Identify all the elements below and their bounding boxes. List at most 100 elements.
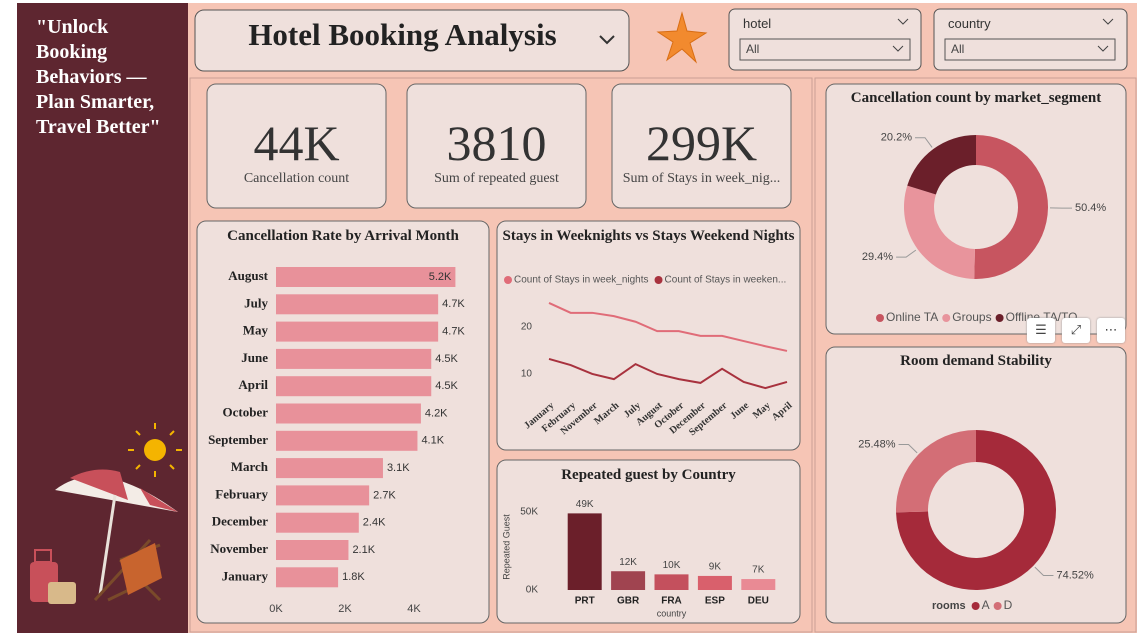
y-tick-label: 50K [520, 506, 538, 517]
line [548, 357, 788, 390]
bar [276, 403, 421, 424]
donut-slice [974, 135, 1048, 279]
legend-label: D [1004, 598, 1013, 612]
starfish-icon [656, 11, 708, 64]
bar [567, 513, 602, 590]
region [189, 77, 813, 633]
leader-line [898, 444, 918, 454]
leader-line [915, 137, 933, 148]
data-label: 2.1K [352, 544, 375, 556]
chart-title: Stays in Weeknights vs Stays Weekend Nig… [502, 228, 795, 244]
panel [496, 220, 801, 451]
bar [276, 294, 439, 315]
chart-title: Repeated guest by Country [561, 467, 736, 483]
sidebar-quote: "Unlock Booking Behaviors — Plan Smarter… [36, 16, 161, 138]
data-label: 4.5K [435, 353, 458, 365]
data-label: 5.2K [429, 271, 452, 283]
data-label: 4.7K [442, 326, 465, 338]
data-label: 50.4% [1075, 202, 1106, 214]
filter-dropdown[interactable] [944, 38, 1116, 61]
x-tick-label: ESP [705, 596, 725, 607]
y-tick-label: February [215, 486, 268, 501]
filter-value[interactable]: All [951, 42, 965, 56]
x-tick-label: FRA [661, 596, 682, 607]
chevron [1097, 18, 1114, 52]
y-tick-label: September [208, 432, 268, 447]
y-tick-label: 0K [526, 585, 539, 596]
x-tick-label: PRT [575, 596, 595, 607]
filter-value[interactable]: All [746, 42, 760, 56]
donut-slice [904, 185, 975, 279]
data-label: 7K [752, 565, 765, 576]
donut-slice [896, 430, 1057, 590]
y-tick-label: November [210, 541, 268, 556]
y-tick-label: May [243, 323, 269, 338]
bar [276, 458, 383, 479]
bar [741, 579, 776, 590]
data-label: 20.2% [881, 132, 912, 144]
kpi-card [206, 83, 387, 209]
focus-icon[interactable]: ⤢ [1062, 318, 1090, 343]
legend-marker [993, 602, 1002, 610]
chart-title: Room demand Stability [900, 353, 1052, 369]
x-axis-label: country [657, 608, 687, 618]
y-tick-label: March [231, 459, 269, 474]
header-title: Hotel Booking Analysis [248, 17, 557, 52]
data-label: 29.4% [862, 251, 893, 263]
donut-slice [896, 430, 976, 513]
beach-illustration [30, 423, 182, 604]
data-label: 3.1K [387, 462, 410, 474]
y-tick-label: July [244, 295, 268, 310]
kpi-card [406, 83, 587, 209]
more-icon[interactable]: ⋯ [1097, 318, 1125, 343]
legend-marker [504, 276, 512, 284]
bar [276, 348, 432, 369]
kpi-value: 44K [253, 115, 340, 171]
legend-marker [654, 276, 663, 284]
region [814, 77, 1137, 633]
filter-dropdown[interactable] [739, 38, 911, 61]
data-label: 49K [576, 499, 594, 510]
y-axis-label: Repeated Guest [501, 514, 511, 580]
panel [825, 83, 1127, 335]
data-label: 4.1K [421, 435, 444, 447]
legend-marker [971, 602, 980, 610]
bar [697, 575, 732, 590]
x-tick-label: 4K [407, 603, 421, 615]
leader-line [896, 249, 917, 258]
bar [276, 567, 339, 588]
donut-slice [907, 135, 976, 195]
kpi-label: Cancellation count [243, 171, 350, 186]
y-tick-label: January [222, 568, 269, 583]
x-tick-label: DEU [748, 596, 769, 607]
bar [611, 571, 646, 590]
kpi-label: Sum of repeated guest [434, 171, 559, 186]
kpi-label: Sum of Stays in week_nig... [622, 171, 781, 186]
y-tick-label: 20 [521, 322, 533, 333]
legend-label: Offline TA/TO [1006, 310, 1078, 324]
bar [276, 430, 418, 451]
x-tick-label: 2K [338, 603, 352, 615]
x-tick-label: GBR [617, 596, 640, 607]
legend-marker [995, 314, 1004, 322]
data-label: 2.7K [373, 489, 396, 501]
chart-title: Cancellation count by market_segment [850, 90, 1102, 106]
sidebar [17, 3, 188, 633]
legend-label: Count of Stays in week_nights [514, 275, 649, 286]
line [548, 302, 788, 352]
legend-marker [876, 314, 884, 322]
filter-icon[interactable]: ☰ [1027, 318, 1055, 343]
legend-title: rooms [932, 600, 966, 612]
header-chevron[interactable] [599, 35, 615, 45]
y-tick-label: April [238, 377, 268, 392]
data-label: 1.8K [342, 571, 365, 583]
chevron [892, 18, 909, 52]
header-box [194, 9, 630, 72]
filter-label: country [948, 16, 991, 31]
y-tick-label: August [228, 268, 268, 283]
data-label: 12K [619, 557, 637, 568]
data-label: 4.2K [425, 407, 448, 419]
bar [276, 376, 432, 397]
bar [276, 512, 359, 533]
